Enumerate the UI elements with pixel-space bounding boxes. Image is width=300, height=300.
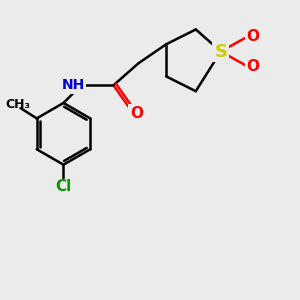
- Text: CH₃: CH₃: [5, 98, 30, 111]
- Text: NH: NH: [61, 78, 85, 92]
- Text: O: O: [246, 59, 259, 74]
- Text: Cl: Cl: [55, 179, 72, 194]
- Text: S: S: [214, 43, 227, 61]
- Text: O: O: [130, 106, 143, 121]
- Text: O: O: [246, 29, 259, 44]
